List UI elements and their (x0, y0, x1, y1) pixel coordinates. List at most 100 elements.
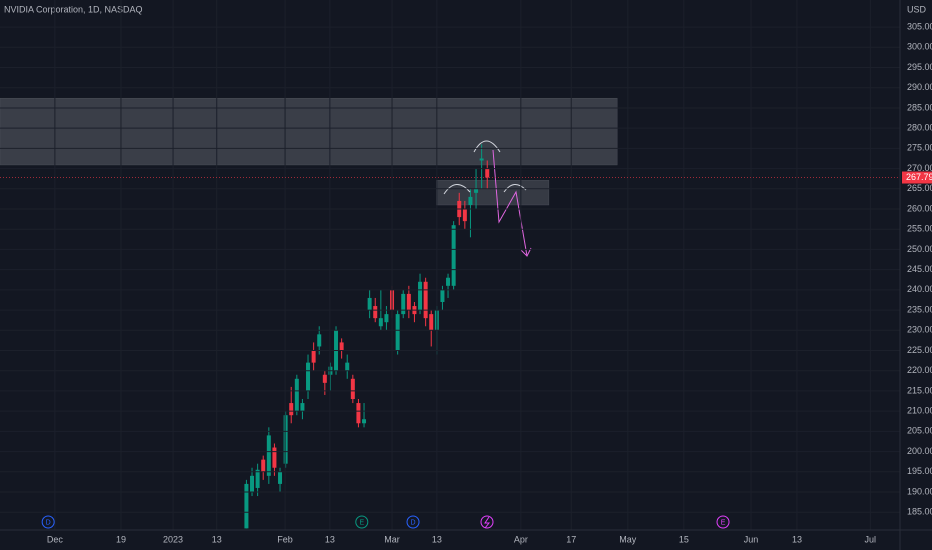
x-tick-label: 2023 (163, 534, 183, 544)
candle-body (272, 447, 277, 468)
candle-body (468, 196, 473, 205)
event-icon[interactable] (480, 515, 494, 529)
y-tick-label: 245.00 (907, 264, 932, 274)
candle-body (350, 378, 355, 400)
candle-body (451, 225, 456, 286)
candle-body (401, 293, 406, 315)
y-tick-label: 225.00 (907, 345, 932, 355)
arrow-head (520, 247, 532, 257)
chart-title: NVIDIA Corporation, 1D, NASDAQ (4, 4, 143, 14)
x-tick-label: May (619, 534, 637, 544)
candle-body (474, 188, 479, 193)
candle-body (373, 306, 378, 319)
candle-body (278, 471, 283, 484)
candle-body (384, 314, 389, 323)
candle-body (418, 281, 423, 311)
y-tick-label: 200.00 (907, 446, 932, 456)
zone (0, 97, 618, 166)
y-tick-label: 305.00 (907, 21, 932, 31)
y-tick-label: 250.00 (907, 244, 932, 254)
y-tick-label: 300.00 (907, 42, 932, 52)
y-tick-label: 265.00 (907, 183, 932, 193)
y-tick-label: 210.00 (907, 406, 932, 416)
lightning (484, 516, 491, 529)
candle-body (423, 281, 428, 319)
y-tick-label: 195.00 (907, 466, 932, 476)
candle-body (311, 350, 316, 363)
x-tick-label: 15 (679, 534, 689, 544)
y-tick-label: 255.00 (907, 224, 932, 234)
candle-body (479, 158, 484, 161)
candle-body (289, 403, 294, 416)
x-tick-label: Feb (277, 534, 293, 544)
x-tick-label: 17 (566, 534, 576, 544)
y-tick-label: 215.00 (907, 385, 932, 395)
candle-body (367, 297, 372, 311)
candle-body (446, 277, 451, 286)
x-tick-label: Dec (47, 534, 64, 544)
event-label: E (721, 519, 726, 526)
currency: USD (907, 4, 927, 14)
x-tick-label: 13 (792, 534, 802, 544)
y-tick-label: 190.00 (907, 486, 932, 496)
candle-body (462, 209, 467, 222)
y-tick-label: 290.00 (907, 82, 932, 92)
candle-body (306, 362, 311, 391)
candle-body (266, 435, 271, 476)
event-icon[interactable] (406, 515, 420, 529)
candle-body (322, 374, 327, 383)
last-price-tag (902, 171, 932, 184)
y-tick-label: 280.00 (907, 123, 932, 133)
x-tick-label: 13 (325, 534, 335, 544)
y-tick-label: 295.00 (907, 62, 932, 72)
candle-body (378, 318, 383, 327)
event-icon[interactable] (41, 515, 55, 529)
y-tick-label: 240.00 (907, 284, 932, 294)
zone (436, 180, 550, 206)
y-tick-label: 275.00 (907, 143, 932, 153)
y-tick-label: 285.00 (907, 102, 932, 112)
event-label: E (359, 519, 364, 526)
event-label: D (411, 519, 416, 526)
candle-body (429, 314, 434, 331)
arrow-path (492, 149, 528, 257)
x-tick-label: 13 (212, 534, 222, 544)
x-tick-label: 13 (432, 534, 442, 544)
y-tick-label: 205.00 (907, 426, 932, 436)
y-tick-label: 235.00 (907, 304, 932, 314)
x-tick-label: 19 (116, 534, 126, 544)
y-tick-label: 220.00 (907, 365, 932, 375)
candle-body (345, 362, 350, 371)
candle-body (406, 293, 411, 311)
candle-body (294, 378, 299, 412)
y-tick-label: 270.00 (907, 163, 932, 173)
candle-body (356, 403, 361, 424)
candle-body (440, 289, 445, 302)
x-tick-label: Jun (744, 534, 759, 544)
y-tick-label: 260.00 (907, 203, 932, 213)
event-icon[interactable] (355, 515, 369, 529)
candle-body (250, 475, 255, 492)
last-price-label: 267.79 (906, 172, 932, 182)
arc (503, 184, 527, 193)
event-icon[interactable] (716, 515, 730, 529)
candle-body (283, 415, 288, 464)
x-tick-label: Jul (865, 534, 877, 544)
x-tick-label: Mar (384, 534, 400, 544)
candle-body (261, 459, 266, 472)
event-label: D (46, 519, 51, 526)
candle-body (317, 334, 322, 347)
y-tick-label: 230.00 (907, 325, 932, 335)
y-tick-label: 185.00 (907, 507, 932, 517)
candle-body (339, 342, 344, 351)
x-tick-label: Apr (514, 534, 528, 544)
candle-body (300, 403, 305, 412)
candle-body (485, 168, 490, 178)
candle-body (362, 419, 367, 424)
arc (443, 184, 471, 195)
candle-body (244, 483, 249, 529)
candle-body (255, 469, 260, 488)
candle-body (395, 314, 400, 351)
